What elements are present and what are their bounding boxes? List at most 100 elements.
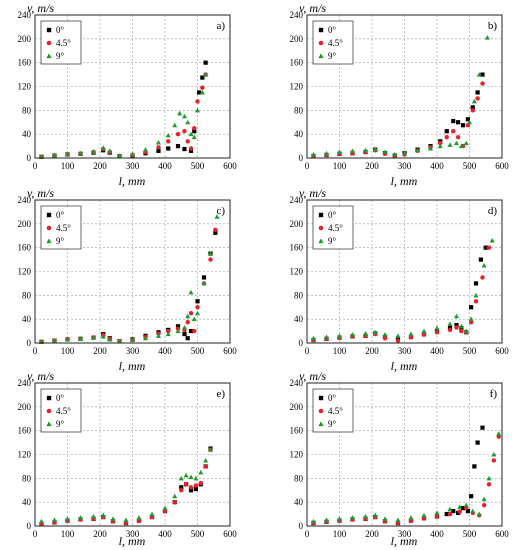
point-series-2 [463, 328, 469, 334]
point-series-1 [438, 140, 443, 146]
panel-letter: e) [216, 388, 225, 400]
point-series-0 [454, 323, 459, 328]
point-series-0 [470, 105, 475, 110]
point-series-2 [481, 496, 487, 502]
x-tick-label: 0 [305, 346, 310, 356]
y-tick-label: 80 [294, 473, 304, 483]
y-tick-label: 160 [18, 243, 32, 253]
legend-marker-1 [318, 40, 324, 46]
x-tick-label: 100 [61, 161, 75, 171]
point-series-2 [408, 331, 414, 337]
x-tick-label: 0 [305, 529, 310, 539]
point-series-1 [166, 328, 171, 334]
point-series-2 [323, 334, 330, 340]
point-series-2 [199, 89, 205, 95]
point-series-0 [193, 486, 198, 492]
point-series-2 [408, 515, 414, 520]
y-tick-label: 120 [18, 82, 32, 92]
x-axis-label: l, mm [119, 534, 146, 548]
point-series-2 [401, 150, 408, 155]
point-series-2 [90, 513, 97, 519]
x-tick-label: 400 [158, 161, 172, 171]
point-series-2 [165, 132, 171, 138]
point-series-1 [203, 464, 208, 469]
point-series-2 [336, 333, 343, 338]
point-series-2 [51, 152, 58, 158]
point-series-2 [486, 475, 492, 481]
y-tick-label: 200 [18, 219, 32, 229]
y-tick-label: 40 [294, 129, 304, 139]
y-tick-label: 80 [22, 473, 32, 483]
panel-letter: a) [216, 20, 225, 32]
point-series-1 [454, 325, 459, 330]
x-tick-label: 500 [191, 529, 205, 539]
point-series-2 [90, 148, 97, 154]
x-tick-label: 500 [463, 346, 477, 356]
y-axis-label: v, m/s [299, 1, 326, 15]
y-tick-label: 0 [299, 153, 304, 163]
y-tick-label: 240 [290, 195, 304, 205]
point-series-2 [185, 313, 191, 319]
point-series-2 [77, 150, 84, 156]
point-series-2 [310, 151, 317, 157]
point-series-2 [476, 511, 482, 517]
point-series-2 [421, 328, 427, 334]
y-tick-label: 80 [22, 105, 32, 115]
point-series-0 [197, 90, 202, 95]
x-axis-label: l, mm [391, 359, 418, 373]
point-series-1 [486, 482, 492, 487]
point-series-1 [455, 134, 461, 140]
point-series-1 [156, 145, 161, 150]
x-tick-label: 600 [223, 346, 237, 356]
point-series-0 [182, 146, 187, 152]
point-series-0 [444, 129, 449, 134]
tick-labels: 0 100 200 300 400 500 600 0 40 80 120 160 200 240 [290, 378, 510, 539]
point-series-2 [468, 316, 474, 322]
point-series-0 [213, 230, 218, 235]
point-series-1 [175, 131, 181, 137]
point-series-2 [434, 325, 440, 331]
legend-marker-0 [46, 395, 52, 401]
legend: 0° 4.5° 9° [40, 20, 82, 65]
panel-f: v, m/s 0 100 200 300 400 500 600 0 40 80 120 160 200… [290, 369, 510, 548]
plot-frame [34, 382, 231, 527]
legend-entry-1: 4.5° [56, 38, 71, 48]
legend-marker-2 [318, 238, 324, 244]
point-series-2 [310, 518, 317, 524]
point-series-0 [156, 148, 161, 153]
point-series-1 [486, 245, 492, 250]
legend-entry-0: 0° [328, 25, 337, 35]
plot-frame [306, 14, 503, 159]
point-series-2 [463, 140, 469, 146]
point-series-2 [463, 502, 469, 508]
panel-a: v, m/s 0 100 200 300 400 500 600 0 40 80 120 160 200… [18, 1, 238, 188]
x-tick-label: 100 [333, 529, 347, 539]
legend-marker-2 [46, 421, 52, 427]
point-series-2 [421, 512, 427, 518]
point-series-0 [451, 509, 456, 514]
point-series-1 [200, 85, 205, 90]
legend-entry-0: 0° [56, 210, 65, 220]
point-series-2 [64, 336, 71, 342]
point-series-2 [457, 504, 463, 509]
point-series-1 [188, 311, 194, 316]
point-series-2 [77, 515, 84, 520]
point-series-2 [362, 513, 369, 519]
point-series-1 [451, 128, 456, 134]
y-tick-label: 120 [18, 267, 32, 277]
x-tick-label: 100 [333, 346, 347, 356]
point-series-1 [382, 336, 388, 341]
panel-e: v, m/s 0 100 200 300 400 500 600 0 40 80 120 160 200… [18, 369, 238, 548]
point-series-1 [192, 328, 197, 334]
x-axis-label: l, mm [119, 359, 146, 373]
y-tick-label: 0 [299, 338, 304, 348]
plot-frame [34, 199, 231, 344]
x-tick-label: 200 [93, 529, 107, 539]
point-series-2 [362, 330, 369, 336]
point-series-1 [459, 328, 464, 334]
legend-entry-2: 9° [328, 236, 337, 246]
y-tick-label: 40 [22, 497, 32, 507]
point-series-2 [470, 508, 476, 514]
data-marks [38, 446, 214, 527]
point-series-0 [480, 425, 485, 430]
